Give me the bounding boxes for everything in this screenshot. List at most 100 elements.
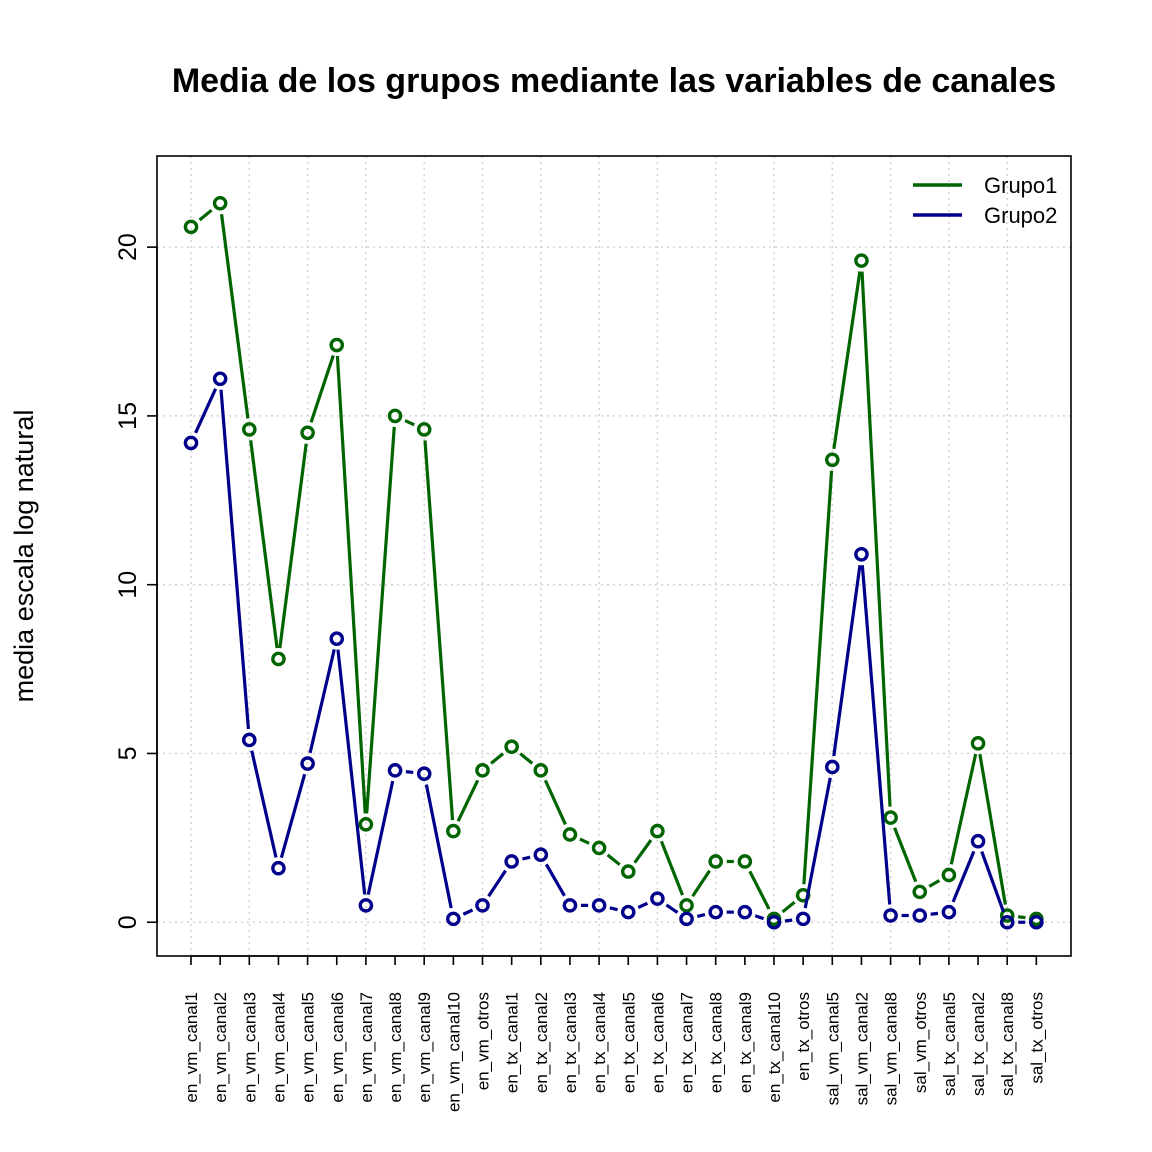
data-point <box>620 864 636 879</box>
x-tick-label: en_vm_canal4 <box>269 992 288 1103</box>
data-point <box>358 817 374 832</box>
data-point <box>562 827 578 842</box>
series-segment <box>860 565 892 905</box>
series-segment <box>606 853 621 866</box>
x-tick-label: sal_vm_otros <box>911 992 930 1093</box>
data-point <box>737 854 753 869</box>
series-segment <box>633 839 653 864</box>
series-segment <box>487 869 507 898</box>
x-tick-label: sal_tx_canal2 <box>969 992 988 1096</box>
series-segment <box>978 753 1007 905</box>
axes: 0 5 10 15 20 en_vm_canal1 en_vm_canal2 en_vm_ca… <box>114 233 1046 1112</box>
x-tick-label: en_vm_canal6 <box>328 992 347 1103</box>
data-point <box>912 908 928 923</box>
series-segment <box>336 649 367 895</box>
y-tick-label: 20 <box>114 233 142 261</box>
series-group <box>183 195 1044 930</box>
x-tick-label: sal_vm_canal2 <box>852 992 871 1105</box>
data-point <box>300 425 315 441</box>
x-tick-label: en_tx_otros <box>794 992 813 1081</box>
series-segment <box>609 906 618 912</box>
y-tick-label: 5 <box>114 747 142 761</box>
data-point <box>679 898 694 913</box>
x-tick-label: en_vm_canal5 <box>299 992 318 1103</box>
x-tick-label: en_tx_canal4 <box>590 992 609 1093</box>
series-segment <box>543 779 567 826</box>
data-point <box>883 810 898 825</box>
plot-frame <box>156 155 1072 957</box>
data-point <box>999 908 1015 923</box>
data-point <box>708 854 724 869</box>
data-point <box>416 766 432 782</box>
data-point <box>475 898 490 913</box>
series-segment <box>691 869 711 898</box>
x-tick-label: en_tx_canal5 <box>619 992 638 1093</box>
series-segment <box>219 213 250 419</box>
series-segment <box>949 753 978 865</box>
series-segment <box>490 752 505 765</box>
x-tick-label: en_tx_canal10 <box>765 992 784 1103</box>
legend-label: Grupo1 <box>984 173 1057 198</box>
series-segment <box>365 426 396 814</box>
x-tick-label: en_tx_canal1 <box>503 992 522 1093</box>
series-segment <box>803 777 832 909</box>
series-segment <box>832 271 862 450</box>
data-point <box>737 904 753 920</box>
data-point <box>766 914 782 930</box>
x-tick-label: sal_vm_canal5 <box>823 992 842 1105</box>
data-point <box>387 763 403 778</box>
data-point <box>941 904 957 920</box>
series-segment <box>366 780 395 895</box>
x-tick-label: en_vm_otros <box>474 992 493 1090</box>
data-point <box>912 884 928 900</box>
y-tick-label: 10 <box>114 571 142 599</box>
data-point <box>941 867 957 883</box>
x-tick-label: sal_tx_canal5 <box>940 992 959 1096</box>
data-point <box>795 911 811 927</box>
data-point <box>387 408 403 424</box>
series-segment <box>279 773 307 859</box>
x-tick-label: en_vm_canal8 <box>386 992 405 1103</box>
series-segment <box>928 879 941 888</box>
series-Grupo2 <box>183 371 1044 930</box>
series-segment <box>424 784 453 909</box>
series-segment <box>423 440 455 821</box>
series-segment <box>860 271 892 807</box>
series-segment <box>308 649 336 754</box>
series-segment <box>781 900 796 914</box>
series-segment <box>405 770 414 775</box>
series-segment <box>802 470 834 885</box>
series-segment <box>696 913 706 918</box>
data-point <box>620 904 636 920</box>
y-axis-label: media escala log natural <box>9 410 39 703</box>
data-point <box>475 763 490 778</box>
data-point <box>970 833 986 849</box>
series-segment <box>930 911 939 916</box>
x-tick-label: en_tx_canal6 <box>648 992 667 1093</box>
x-tick-label: en_vm_canal3 <box>240 992 259 1103</box>
data-point <box>650 823 665 839</box>
series-segment <box>1017 915 1026 920</box>
series-segment <box>980 851 1005 913</box>
data-point <box>854 253 869 268</box>
data-point <box>212 195 228 211</box>
y-tick-label: 0 <box>114 915 142 929</box>
data-point <box>679 911 694 927</box>
series-segment <box>522 855 531 861</box>
data-point <box>241 422 257 437</box>
data-point <box>591 898 607 913</box>
data-point <box>329 337 345 353</box>
series-segment <box>249 440 279 649</box>
series-segment <box>309 354 335 423</box>
series-segment <box>219 389 251 730</box>
chart-title: Media de los grupos mediante las variabl… <box>172 62 1056 100</box>
series-segment <box>659 840 685 896</box>
x-tick-label: en_tx_canal9 <box>736 992 755 1093</box>
data-point <box>854 547 869 562</box>
legend-label: Grupo2 <box>984 203 1057 228</box>
data-point <box>533 847 549 863</box>
x-tick-label: sal_tx_canal8 <box>998 992 1017 1096</box>
data-point <box>650 891 665 906</box>
x-tick-label: en_vm_canal9 <box>415 992 434 1103</box>
data-point <box>212 371 228 387</box>
